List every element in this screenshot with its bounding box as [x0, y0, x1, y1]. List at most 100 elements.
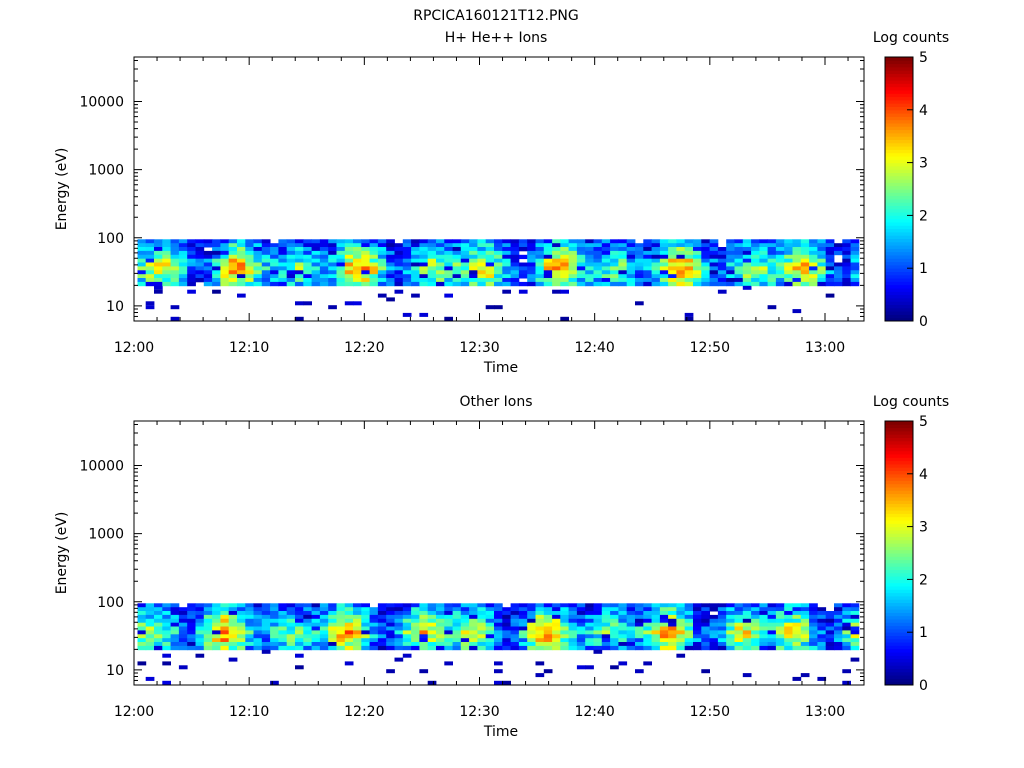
spectrogram-cell [477, 266, 487, 271]
spectrogram-cell [651, 247, 661, 252]
spectrogram-cell [427, 611, 437, 616]
spectrogram-cell [560, 270, 569, 275]
spectrogram-cell [270, 258, 279, 263]
spectrogram-cell [494, 680, 503, 685]
spectrogram-cell [502, 278, 511, 283]
spectrogram-cell [494, 618, 503, 624]
spectrogram-cell [436, 603, 445, 608]
colorbar-segment [885, 546, 913, 551]
spectrogram-cell [585, 665, 594, 670]
spectrogram-cell [344, 254, 354, 260]
spectrogram-cell [834, 634, 843, 639]
spectrogram-cell [328, 250, 337, 256]
spectrogram-cell [576, 603, 586, 608]
spectrogram-cell [402, 645, 412, 651]
colorbar-segment [885, 129, 913, 134]
spectrogram-cell [593, 250, 603, 256]
spectrogram-cell [452, 243, 462, 248]
spectrogram-cell [676, 281, 686, 287]
spectrogram-cell [494, 250, 503, 256]
spectrogram-cell [245, 266, 254, 271]
spectrogram-cell [203, 622, 213, 627]
spectrogram-cell [460, 250, 470, 256]
spectrogram-cell [742, 630, 752, 635]
spectrogram-cell [444, 611, 453, 616]
colorbar-tick-label: 2 [919, 572, 928, 588]
spectrogram-cell [220, 645, 230, 651]
spectrogram-cell [510, 281, 520, 287]
spectrogram-cell [444, 243, 453, 248]
spectrogram-cell [319, 607, 329, 612]
spectrogram-cell [800, 254, 810, 260]
spectrogram-cell [286, 274, 296, 279]
spectrogram-cell [295, 250, 304, 256]
colorbar-segment [885, 165, 913, 170]
colorbar-segment [885, 569, 913, 574]
spectrogram-cell [726, 266, 735, 271]
spectrogram-cell [162, 642, 171, 647]
spectrogram-cell [145, 305, 155, 310]
spectrogram-cell [377, 607, 387, 612]
spectrogram-cell [444, 661, 453, 666]
spectrogram-cell [543, 618, 553, 624]
spectrogram-cell [518, 239, 528, 244]
spectrogram-cell [676, 611, 686, 616]
spectrogram-cell [402, 262, 412, 267]
panel-title: H+ He++ Ions [445, 30, 548, 46]
spectrogram-cell [336, 630, 346, 635]
spectrogram-cell [825, 634, 835, 639]
x-tick-label: 12:20 [344, 704, 384, 720]
spectrogram-cell [311, 645, 321, 651]
spectrogram-cell [427, 247, 437, 252]
spectrogram-cell [651, 630, 661, 635]
spectrogram-cell [187, 258, 196, 263]
spectrogram-cell [336, 634, 346, 639]
spectrogram-cell [336, 270, 346, 275]
y-tick-label: 10 [106, 299, 124, 315]
spectrogram-cell [402, 630, 412, 635]
spectrogram-cell [742, 611, 752, 616]
spectrogram-cell [270, 645, 279, 651]
spectrogram-cell [444, 634, 453, 639]
spectrogram-cell [701, 634, 710, 639]
spectrogram-cell [784, 254, 793, 260]
spectrogram-cell [601, 642, 611, 647]
spectrogram-cell [303, 239, 312, 244]
spectrogram-cell [469, 638, 478, 643]
spectrogram-cell [212, 262, 221, 267]
spectrogram-cell [452, 618, 462, 624]
spectrogram-cell [784, 278, 793, 283]
spectrogram-cell [800, 607, 810, 612]
spectrogram-cell [328, 642, 337, 647]
spectrogram-cell [560, 289, 569, 294]
spectrogram-cell [220, 243, 230, 248]
spectrogram-cell [676, 243, 686, 248]
spectrogram-cell [552, 270, 561, 275]
spectrogram-cell [775, 611, 785, 616]
spectrogram-cell [178, 622, 188, 627]
spectrogram-cell [137, 247, 147, 252]
spectrogram-cell [759, 638, 769, 643]
spectrogram-cell [784, 614, 793, 620]
spectrogram-cell [485, 270, 495, 275]
spectrogram-cell [618, 278, 628, 283]
spectrogram-cell [336, 614, 346, 620]
spectrogram-cell [618, 239, 628, 244]
spectrogram-cell [170, 270, 180, 275]
colorbar-segment [885, 473, 913, 478]
spectrogram-cell [610, 254, 619, 260]
spectrogram-cell [187, 626, 196, 631]
spectrogram-cell [709, 634, 719, 639]
spectrogram-cell [734, 618, 744, 624]
spectrogram-cell [709, 262, 719, 267]
spectrogram-cell [676, 618, 686, 624]
spectrogram-cell [502, 645, 511, 651]
spectrogram-cell [245, 614, 254, 620]
spectrogram-cell [469, 634, 478, 639]
spectrogram-cell [195, 607, 205, 612]
spectrogram-cell [386, 239, 395, 244]
spectrogram-cell [809, 239, 818, 244]
spectrogram-cell [319, 638, 329, 643]
spectrogram-cell [203, 603, 213, 608]
spectrogram-cell [485, 239, 495, 244]
